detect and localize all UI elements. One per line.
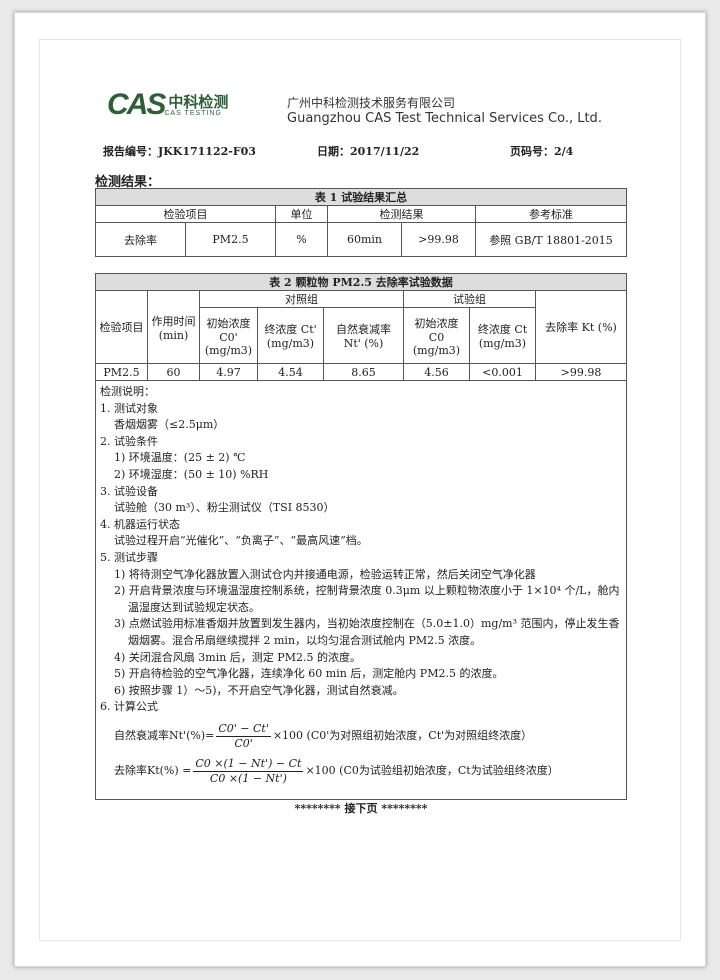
cas-logo: CAS 中科检测 CAS TESTING — [107, 88, 229, 121]
test-notes: 检测说明： 1. 测试对象 香烟烟雾（≤2.5μm） 2. 试验条件 1) 环境… — [95, 381, 627, 800]
report-number: 报告编号：JKK171122-F03 — [103, 145, 256, 158]
continued-footer: ******** 接下页 ******** — [294, 802, 428, 815]
company-name: 广州中科检测技术服务有限公司 Guangzhou CAS Test Techni… — [287, 96, 602, 126]
section-title: 检测结果： — [95, 175, 161, 190]
formula-removal-rate: 去除率Kt(%) = C0 ×(1 − Nt') − Ct C0 ×(1 − Nt… — [114, 756, 559, 785]
formula-natural-decay: 自然衰减率Nt'(%)= C0' − Ct' C0' ×100 (C0'为对照组初… — [114, 721, 533, 750]
page-number: 页码号：2/4 — [510, 145, 574, 158]
table-row: 去除率 PM2.5% 60min >99.98 参照 GB/T 18801-2015 — [95, 222, 627, 257]
pm25-data-table: 表 2 颗粒物 PM2.5 去除率试验数据 检验项目 作用时间(min) 对照组 试验… — [95, 273, 627, 381]
summary-table: 表 1 试验结果汇总 检验项目 单位 检测结果 参考标准 去除率 PM2.5% 60min… — [95, 188, 627, 257]
report-date: 日期：2017/11/22 — [317, 145, 420, 158]
table-row: PM2.5 60 4.97 4.54 8.65 4.56 <0.001 >99.98 — [95, 363, 627, 381]
